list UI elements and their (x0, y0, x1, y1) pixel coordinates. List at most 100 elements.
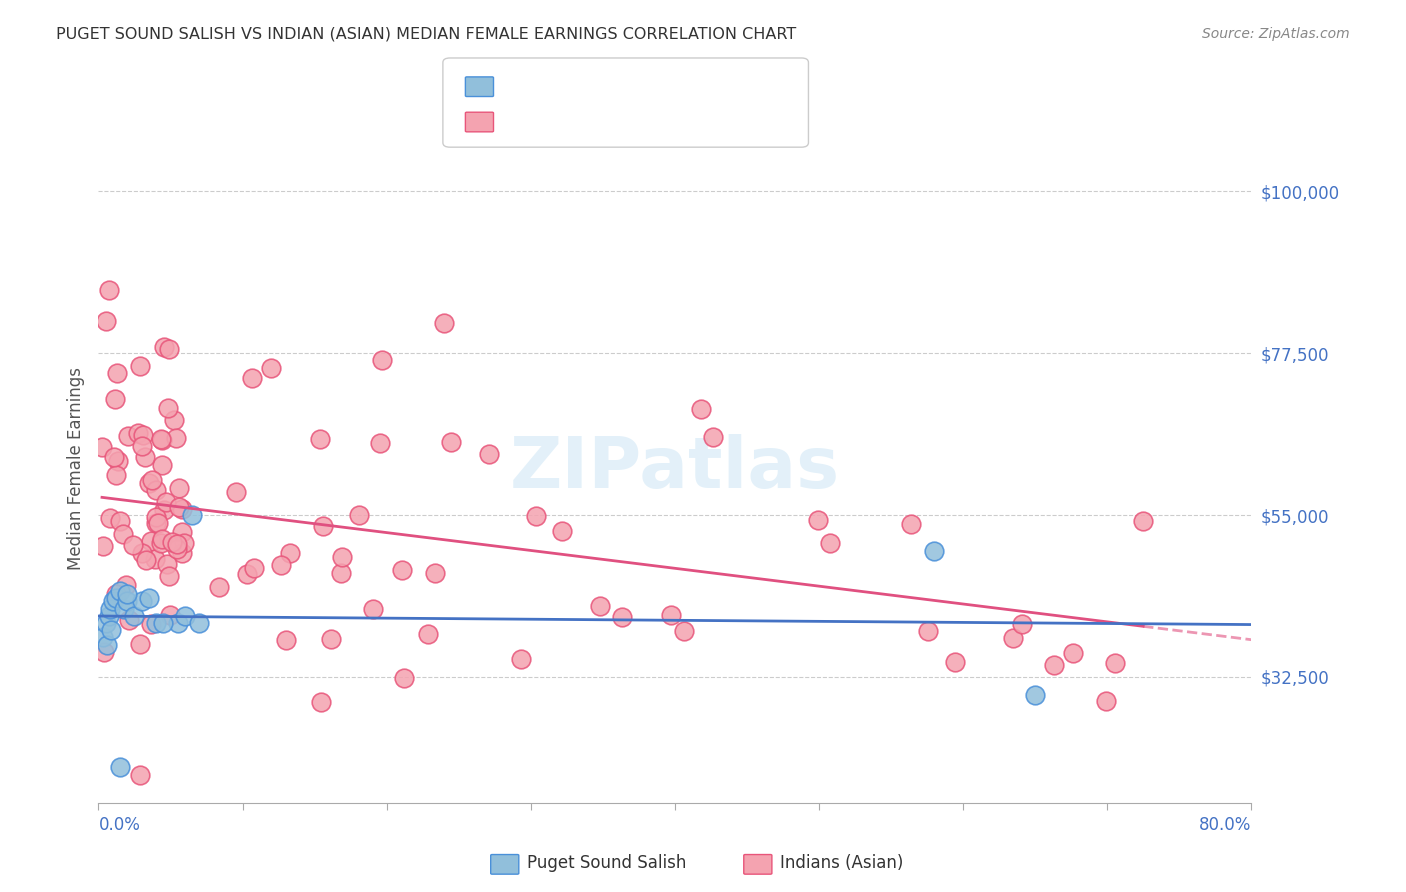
Point (117, 613, 139, 627)
Point (478, 447, 501, 461)
Point (112, 601, 135, 615)
Point (188, 615, 211, 630)
Point (659, 607, 682, 622)
Point (145, 483, 167, 497)
Point (157, 401, 180, 416)
Point (117, 587, 139, 601)
Point (165, 431, 187, 445)
Point (104, 587, 127, 601)
Point (551, 524, 574, 538)
Text: 24: 24 (665, 78, 686, 93)
Point (370, 435, 392, 450)
Point (312, 519, 335, 533)
Point (134, 450, 156, 465)
Point (129, 359, 152, 373)
Point (208, 581, 231, 595)
Point (104, 591, 127, 605)
Point (392, 671, 415, 685)
Point (94, 615, 117, 630)
Point (1062, 646, 1084, 660)
Point (170, 501, 193, 516)
Point (157, 568, 180, 582)
Point (589, 599, 612, 613)
Point (243, 561, 266, 575)
Point (150, 433, 173, 447)
Point (159, 608, 181, 623)
Text: Puget Sound Salish: Puget Sound Salish (527, 854, 686, 871)
Point (117, 429, 139, 443)
Point (91, 631, 114, 645)
Point (105, 366, 128, 380)
Text: N =: N = (630, 112, 664, 128)
Point (440, 434, 463, 449)
Point (167, 500, 190, 515)
Point (329, 566, 352, 580)
Point (150, 532, 173, 546)
Point (1011, 616, 1033, 631)
Point (418, 627, 440, 641)
Point (108, 583, 131, 598)
Point (174, 608, 197, 623)
Point (96, 638, 118, 652)
Text: N =: N = (630, 78, 664, 93)
Point (100, 623, 122, 637)
Point (117, 594, 139, 608)
Point (97, 608, 120, 623)
Point (309, 695, 332, 709)
Point (150, 535, 173, 549)
Point (105, 468, 128, 483)
Point (610, 610, 633, 624)
Point (104, 392, 127, 406)
Point (361, 602, 384, 616)
Point (170, 524, 193, 539)
Point (91, 440, 114, 454)
Point (347, 508, 370, 522)
Point (270, 558, 292, 572)
Text: ZIPatlas: ZIPatlas (510, 434, 839, 503)
Point (922, 544, 945, 558)
Point (689, 402, 711, 417)
Point (141, 473, 163, 487)
Point (181, 508, 204, 522)
Point (820, 536, 842, 550)
Point (138, 591, 160, 605)
Point (945, 655, 967, 669)
Point (391, 563, 413, 577)
Point (702, 430, 724, 444)
Point (166, 615, 188, 630)
Text: -0.113: -0.113 (538, 78, 593, 93)
Point (146, 516, 169, 531)
Point (127, 425, 149, 440)
Point (673, 624, 696, 638)
Point (98, 601, 121, 615)
Point (128, 637, 150, 651)
Text: R =: R = (503, 112, 537, 128)
Point (309, 432, 332, 446)
Point (107, 454, 129, 468)
Point (138, 475, 160, 490)
Point (319, 632, 342, 646)
Point (153, 503, 176, 517)
Y-axis label: Median Female Earnings: Median Female Earnings (66, 367, 84, 570)
Point (371, 352, 394, 367)
Point (156, 557, 179, 571)
Text: 0.0%: 0.0% (98, 816, 141, 834)
Point (149, 432, 172, 446)
Point (131, 439, 153, 453)
Point (330, 550, 353, 565)
Point (274, 633, 297, 648)
Text: R =: R = (503, 78, 537, 93)
Point (160, 535, 183, 549)
Point (145, 615, 167, 630)
Point (101, 594, 124, 608)
Point (173, 535, 195, 549)
Point (93, 539, 115, 553)
Point (278, 546, 301, 560)
Point (1095, 694, 1118, 708)
Point (225, 485, 247, 500)
Point (524, 509, 547, 524)
Point (153, 340, 176, 354)
Point (108, 760, 131, 774)
Point (145, 516, 167, 531)
Point (166, 542, 188, 557)
